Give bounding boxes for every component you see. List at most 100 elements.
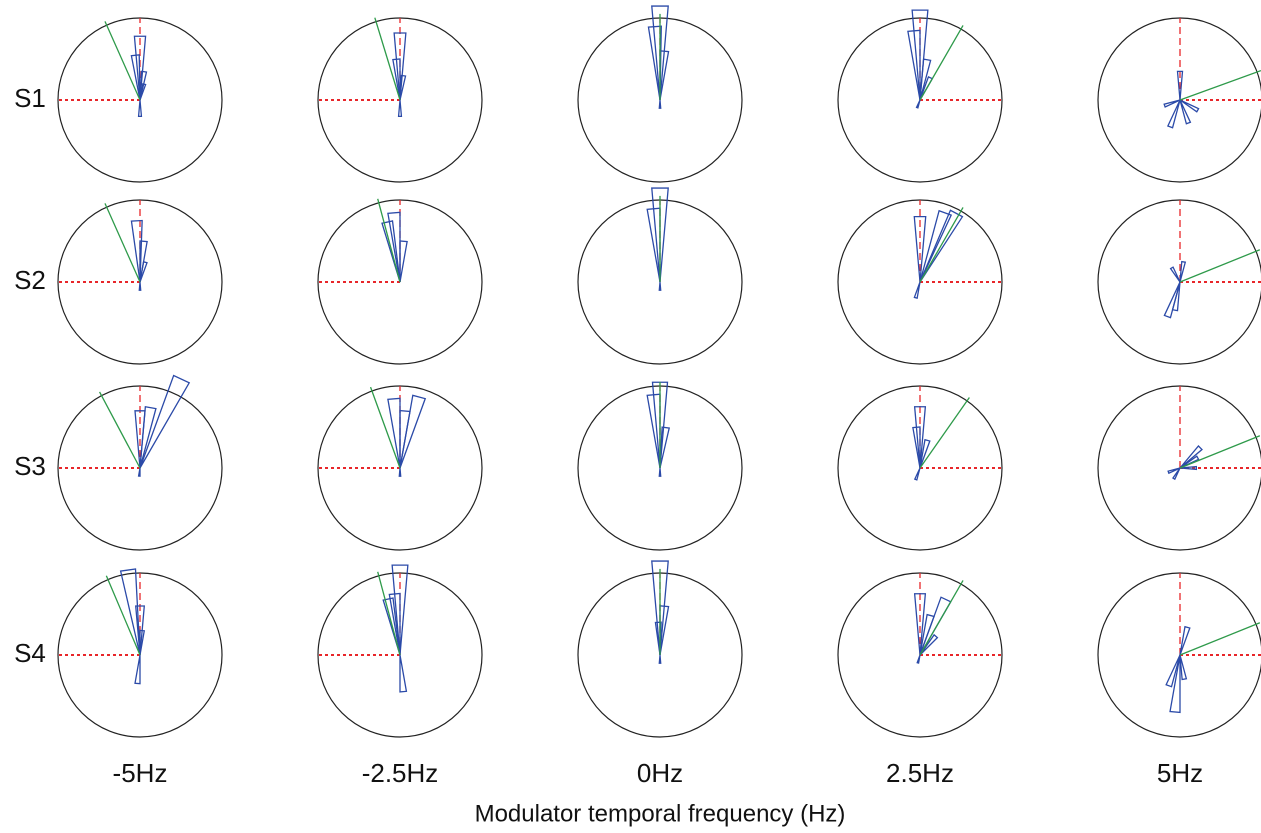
rose-petal bbox=[139, 260, 148, 283]
row-label: S3 bbox=[14, 451, 46, 481]
polar-frame bbox=[57, 17, 223, 183]
mean-direction bbox=[369, 386, 401, 469]
rose-petal bbox=[381, 220, 401, 283]
rose-petal bbox=[651, 5, 669, 101]
rose-petal bbox=[392, 58, 401, 101]
rose-petal bbox=[659, 426, 671, 469]
rose-petal bbox=[134, 410, 146, 469]
rose-petal bbox=[387, 397, 401, 469]
mean-direction bbox=[104, 21, 141, 101]
rose-petal bbox=[137, 467, 141, 477]
rose-petal bbox=[382, 597, 401, 656]
mean-direction bbox=[919, 580, 964, 656]
rose-petal bbox=[399, 74, 407, 101]
column-label: -5Hz bbox=[113, 758, 168, 788]
rose-petal bbox=[393, 32, 407, 101]
rose-petal bbox=[1166, 99, 1181, 129]
rose-petal bbox=[658, 281, 662, 291]
rose-petal bbox=[399, 394, 427, 469]
mean-direction bbox=[377, 571, 401, 656]
polar-frame bbox=[317, 17, 483, 183]
rose-petal bbox=[907, 29, 921, 101]
rose-petal bbox=[913, 281, 921, 299]
polar-frame bbox=[1097, 17, 1261, 183]
rose-petal bbox=[1179, 260, 1187, 283]
rose-petal bbox=[1179, 99, 1200, 113]
rose-petal bbox=[399, 654, 408, 693]
column-label: 0Hz bbox=[637, 758, 683, 788]
mean-direction bbox=[1179, 249, 1261, 283]
rose-petal bbox=[138, 281, 142, 291]
rose-petal bbox=[399, 240, 408, 283]
x-axis-label: Modulator temporal frequency (Hz) bbox=[475, 800, 846, 827]
mean-direction bbox=[377, 198, 401, 283]
mean-direction bbox=[104, 203, 141, 283]
rose-petal bbox=[651, 560, 669, 656]
rose-petal bbox=[397, 99, 403, 117]
rose-petal bbox=[915, 99, 921, 109]
rose-petal bbox=[1179, 625, 1191, 656]
mean-direction bbox=[105, 575, 141, 656]
rose-petal bbox=[913, 406, 927, 469]
mean-direction bbox=[1179, 622, 1261, 656]
polar-frame bbox=[837, 17, 1003, 183]
rose-petal bbox=[1167, 467, 1181, 475]
rose-petal bbox=[658, 99, 662, 109]
rose-petal bbox=[919, 58, 932, 101]
rose-petal bbox=[133, 35, 147, 101]
rose-petal bbox=[1169, 266, 1181, 283]
rose-petal bbox=[130, 54, 141, 101]
rose-petal bbox=[1179, 654, 1188, 681]
rose-petal bbox=[1165, 654, 1181, 688]
row-label: S2 bbox=[14, 265, 46, 295]
mean-direction bbox=[919, 397, 970, 469]
mean-direction bbox=[919, 25, 964, 101]
rose-petal bbox=[1171, 281, 1181, 312]
rose-petal bbox=[646, 393, 661, 469]
rose-petal bbox=[919, 209, 953, 283]
row-label: S1 bbox=[14, 83, 46, 113]
rose-petal bbox=[1169, 654, 1181, 714]
rose-petal bbox=[651, 187, 669, 283]
mean-direction bbox=[99, 391, 141, 469]
rose-petal bbox=[912, 426, 921, 469]
rose-petal bbox=[1163, 281, 1181, 319]
rose-petal bbox=[919, 209, 964, 283]
rose-petal bbox=[130, 219, 143, 283]
rose-petal bbox=[398, 467, 402, 477]
rose-petal bbox=[139, 70, 148, 101]
rose-petal bbox=[1179, 99, 1192, 125]
mean-direction bbox=[1179, 435, 1261, 469]
rose-petal bbox=[1179, 445, 1203, 469]
rose-petal bbox=[911, 9, 929, 101]
rose-petal bbox=[1176, 70, 1184, 101]
rose-petal bbox=[388, 592, 401, 656]
rose-petal bbox=[139, 374, 191, 469]
rose-petal bbox=[391, 564, 409, 656]
mean-direction bbox=[1179, 69, 1261, 101]
rose-petal bbox=[913, 593, 927, 656]
rose-petal bbox=[1179, 465, 1197, 471]
rose-petal bbox=[913, 216, 927, 283]
rose-petal bbox=[119, 568, 141, 656]
rose-petal bbox=[1172, 467, 1181, 481]
rose-petal bbox=[658, 467, 662, 477]
rose-petal bbox=[139, 629, 146, 656]
rose-petal bbox=[646, 207, 661, 283]
rose-petal bbox=[134, 654, 141, 685]
rose-petal bbox=[658, 654, 662, 664]
row-label: S4 bbox=[14, 638, 46, 668]
rose-petal bbox=[139, 83, 147, 101]
mean-direction bbox=[919, 207, 964, 283]
rose-petal bbox=[916, 654, 921, 664]
rose-petal bbox=[919, 438, 931, 469]
rose-petal bbox=[913, 467, 921, 481]
rose-petal bbox=[1163, 99, 1181, 108]
mean-direction bbox=[374, 17, 401, 101]
column-label: 5Hz bbox=[1157, 758, 1203, 788]
rose-petal bbox=[137, 99, 143, 117]
column-label: 2.5Hz bbox=[886, 758, 954, 788]
column-label: -2.5Hz bbox=[362, 758, 439, 788]
rose-petal bbox=[919, 633, 939, 656]
